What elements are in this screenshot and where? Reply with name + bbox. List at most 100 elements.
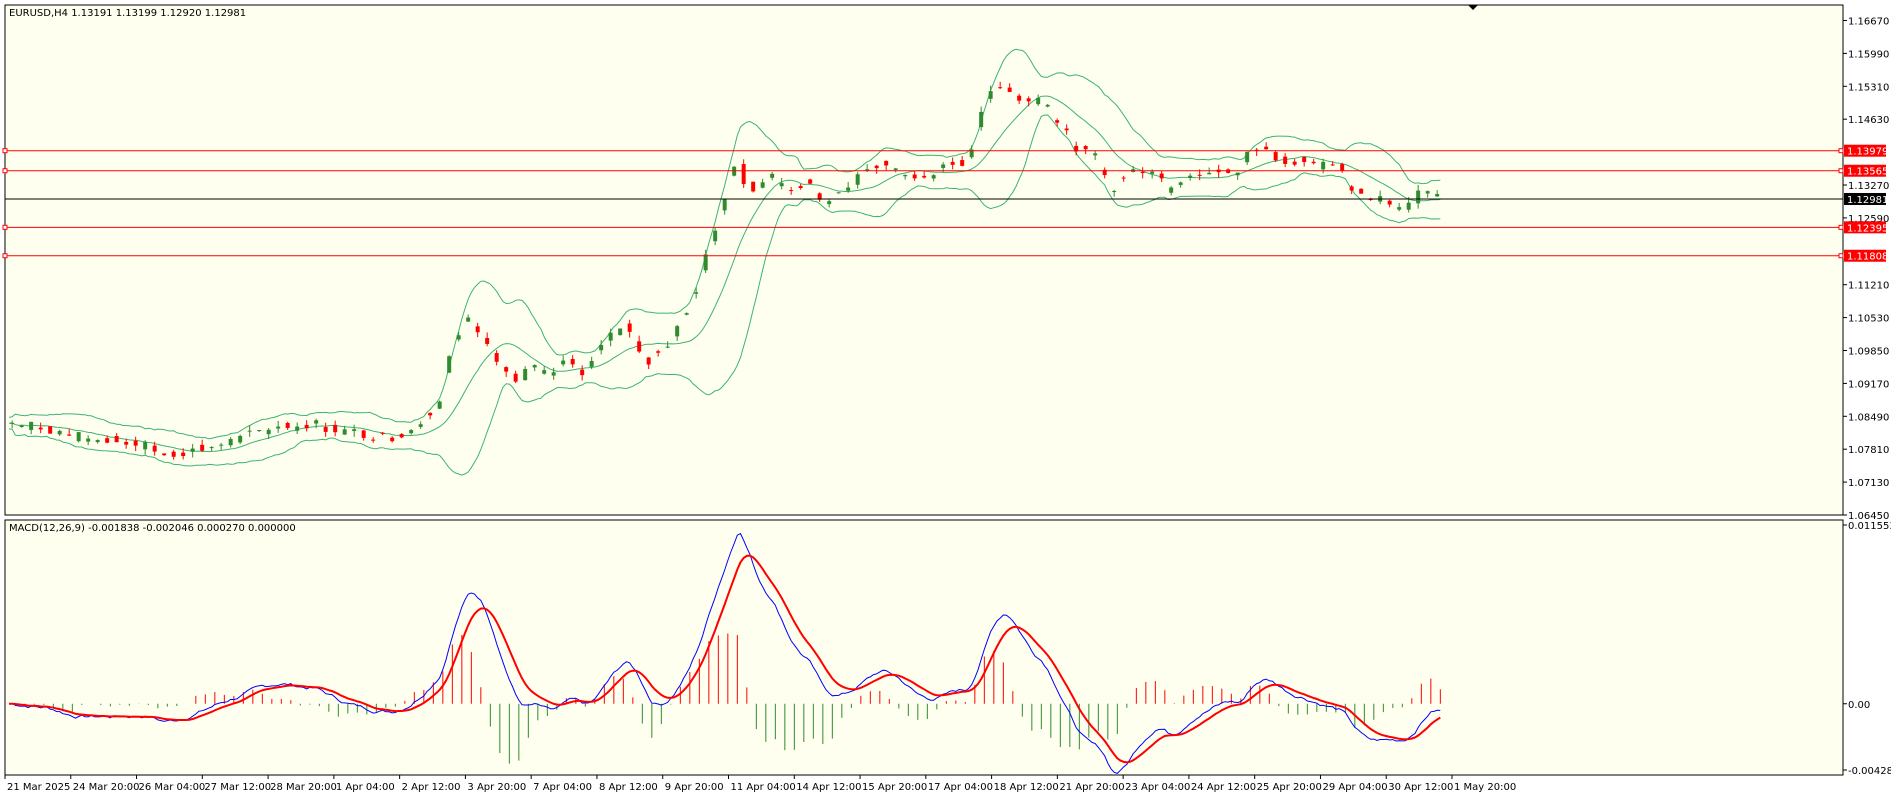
level-handle-right[interactable] — [1838, 253, 1844, 259]
time-axis-label: 1 May 20:00 — [1454, 782, 1516, 792]
time-axis-label: 27 Mar 12:00 — [204, 782, 271, 792]
candle-body — [1340, 164, 1345, 171]
price-pane[interactable] — [4, 4, 1844, 516]
price-tick-label: 1.11210 — [1848, 281, 1889, 292]
candle-body — [295, 426, 300, 431]
time-axis-label: 25 Apr 20:00 — [1257, 782, 1322, 792]
price-tick-label: 1.15310 — [1848, 82, 1889, 93]
candle-body — [1007, 87, 1012, 92]
candle-body — [570, 358, 575, 365]
macd-pane[interactable] — [4, 519, 1844, 776]
candle-body — [124, 441, 129, 445]
price-tick-label: 1.07810 — [1848, 445, 1889, 456]
candle-body — [513, 373, 518, 382]
candle-body — [627, 323, 632, 332]
time-axis-label: 1 Apr 04:00 — [336, 782, 395, 792]
candle-body — [409, 430, 414, 434]
macd-tick-label: 0.00 — [1848, 700, 1870, 711]
macd-main-line — [8, 532, 1441, 774]
candle-body — [361, 430, 366, 438]
candle-body — [219, 444, 224, 446]
level-handle-right[interactable] — [1838, 168, 1844, 174]
time-axis-label: 24 Apr 12:00 — [1191, 782, 1256, 792]
price-tick-label: 1.07130 — [1848, 478, 1889, 489]
candle-body — [200, 444, 205, 451]
candle-body — [19, 425, 24, 427]
current-price-tag — [1844, 192, 1886, 205]
time-axis-label: 26 Mar 04:00 — [139, 782, 206, 792]
level-price-label: 1.12395 — [1847, 223, 1888, 234]
candle-body — [960, 160, 965, 166]
candle-body — [390, 437, 395, 442]
current-price-label: 1.12981 — [1847, 195, 1888, 206]
candle-body — [209, 447, 214, 449]
candle-body — [912, 174, 917, 179]
macd-tick-label: 0.011553 — [1848, 521, 1891, 532]
candle-body — [1387, 200, 1392, 205]
candle-body — [732, 166, 737, 176]
candle-body — [1349, 186, 1354, 191]
level-handle-left[interactable] — [2, 168, 8, 174]
candle-body — [466, 317, 471, 322]
candle-body — [67, 434, 72, 436]
candle-body — [76, 432, 81, 442]
candle-body — [333, 424, 338, 433]
candle-body — [1416, 190, 1421, 204]
candle-body — [1197, 174, 1202, 176]
candle-body — [133, 440, 138, 446]
time-axis-label: 28 Mar 20:00 — [270, 782, 337, 792]
candle-body — [703, 254, 708, 271]
macd-signal-line — [8, 554, 1441, 764]
time-axis-label: 15 Apr 20:00 — [862, 782, 927, 792]
candle-body — [618, 328, 623, 336]
candle-body — [561, 360, 566, 365]
candle-body — [162, 453, 167, 456]
bollinger-lower-line — [8, 114, 1441, 476]
candle-body — [456, 335, 461, 340]
price-tick-label: 1.16670 — [1848, 16, 1889, 27]
bollinger-middle-line — [8, 95, 1441, 453]
candle-body — [637, 341, 642, 352]
level-price-tag — [1844, 164, 1886, 177]
candle-body — [1406, 202, 1411, 210]
level-handle-left[interactable] — [2, 253, 8, 259]
candle-body — [437, 401, 442, 409]
price-tick-label: 1.09170 — [1848, 379, 1889, 390]
candle-body — [181, 452, 186, 457]
level-handle-right[interactable] — [1838, 148, 1844, 154]
price-tick-label: 1.13270 — [1848, 181, 1889, 192]
candle-body — [922, 175, 927, 178]
time-axis-label: 30 Apr 12:00 — [1388, 782, 1453, 792]
chart-shift-marker[interactable] — [1468, 5, 1478, 10]
candle-body — [608, 332, 613, 341]
candle-body — [428, 412, 433, 416]
candle-body — [152, 445, 157, 452]
candle-body — [1235, 172, 1240, 176]
macd-tick-label: -0.004281 — [1848, 766, 1891, 777]
time-axis-label: 8 Apr 12:00 — [599, 782, 658, 792]
time-axis-label: 24 Mar 20:00 — [73, 782, 140, 792]
candle-body — [979, 111, 984, 128]
candle-body — [1311, 161, 1316, 164]
candle-body — [475, 326, 480, 333]
level-handle-right[interactable] — [1838, 224, 1844, 230]
candle-body — [599, 345, 604, 351]
candle-body — [1292, 161, 1297, 165]
candle-body — [903, 175, 908, 177]
candle-body — [257, 430, 262, 432]
candle-body — [751, 181, 756, 192]
candle-body — [1321, 161, 1326, 170]
candle-body — [713, 230, 718, 242]
candle-body — [1302, 156, 1307, 163]
candle-body — [941, 164, 946, 168]
price-tick-label: 1.08490 — [1848, 412, 1889, 423]
candle-body — [770, 173, 775, 178]
candle-body — [656, 351, 661, 353]
candle-body — [988, 91, 993, 99]
time-axis-label: 3 Apr 20:00 — [467, 782, 526, 792]
level-handle-left[interactable] — [2, 224, 8, 230]
level-handle-left[interactable] — [2, 148, 8, 154]
candle-body — [874, 165, 879, 169]
